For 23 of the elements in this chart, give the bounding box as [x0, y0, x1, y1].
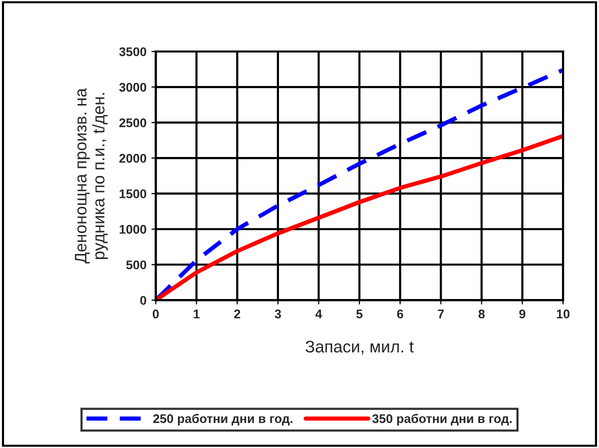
x-tick-label: 1 [194, 310, 200, 318]
x-tick-label: 9 [519, 310, 526, 318]
x-tick-label: 5 [356, 310, 363, 318]
x-tick-label: 0 [152, 310, 159, 318]
x-tick-label: 3 [274, 310, 281, 318]
x-tick-label: 4 [315, 310, 322, 318]
y-tick-label: 500 [126, 260, 146, 270]
x-tick-label: 6 [397, 310, 404, 318]
y-tick-label: 0 [140, 296, 146, 305]
y-tick-label: 3000 [119, 82, 146, 92]
y-tick-label: 2000 [119, 154, 146, 163]
y-tick-label: 3500 [119, 47, 146, 56]
x-tick-label: 2 [234, 310, 240, 318]
x-tick-label: 8 [478, 310, 485, 318]
y-tick-label: 1000 [120, 224, 146, 234]
x-tick-label: 10 [556, 310, 570, 318]
legend-label: 250 работни дни в год. [153, 414, 292, 426]
x-tick-label: 7 [438, 310, 444, 318]
legend-label: 350 работни дни в год. [372, 414, 512, 426]
x-axis-title: Запаси, мил. t [305, 340, 414, 354]
y-tick-label: 2500 [119, 118, 146, 128]
y-tick-label: 1500 [120, 189, 146, 198]
y-axis-title: Денонощна произв. на рудника по п.и., t/ден. [74, 88, 108, 264]
